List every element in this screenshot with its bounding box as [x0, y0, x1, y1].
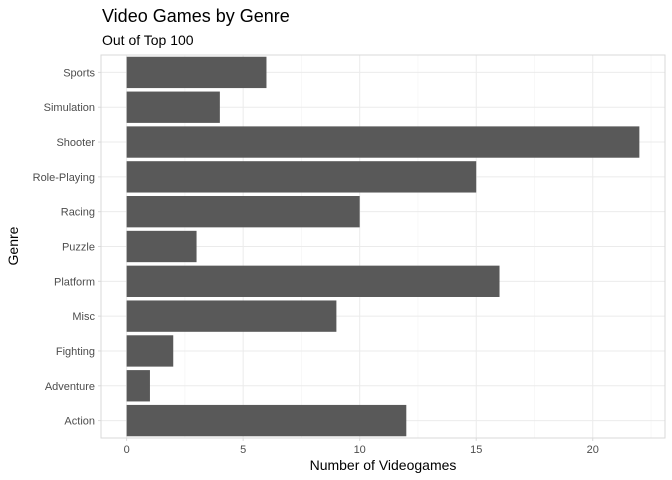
- x-tick-label: 5: [240, 444, 246, 456]
- bar-role-playing: [126, 161, 477, 193]
- bar-fighting: [126, 335, 174, 367]
- bar-misc: [126, 300, 337, 332]
- y-tick-label: Platform: [54, 276, 95, 288]
- bar-action: [126, 404, 407, 437]
- y-tick-label: Misc: [72, 311, 95, 323]
- chart-subtitle: Out of Top 100: [102, 32, 194, 48]
- y-tick-label: Shooter: [56, 137, 95, 149]
- y-axis-ticks: Sports Simulation Shooter Role-Playing Racin…: [33, 67, 101, 428]
- bar-simulation: [126, 91, 220, 123]
- chart-title: Video Games by Genre: [102, 6, 290, 26]
- x-tick-label: 0: [124, 444, 130, 456]
- bar-adventure: [126, 370, 150, 402]
- y-tick-label: Simulation: [44, 102, 95, 114]
- x-tick-label: 15: [470, 444, 482, 456]
- bar-racing: [126, 196, 360, 228]
- bars: [126, 56, 640, 437]
- bar-platform: [126, 265, 500, 297]
- y-tick-label: Fighting: [56, 346, 95, 358]
- y-axis-title: Genre: [5, 226, 21, 265]
- y-tick-label: Action: [64, 416, 95, 428]
- y-tick-label: Adventure: [45, 381, 95, 393]
- x-tick-label: 20: [587, 444, 599, 456]
- x-tick-label: 10: [354, 444, 366, 456]
- y-tick-label: Role-Playing: [33, 172, 95, 184]
- bar-sports: [126, 56, 267, 89]
- y-tick-label: Sports: [63, 67, 95, 79]
- x-axis-title: Number of Videogames: [310, 457, 457, 473]
- bar-puzzle: [126, 230, 197, 263]
- y-tick-label: Racing: [61, 207, 95, 219]
- y-tick-label: Puzzle: [62, 242, 95, 254]
- x-axis-ticks: 0 5 10 15 20: [124, 438, 599, 456]
- bar-shooter: [126, 126, 640, 158]
